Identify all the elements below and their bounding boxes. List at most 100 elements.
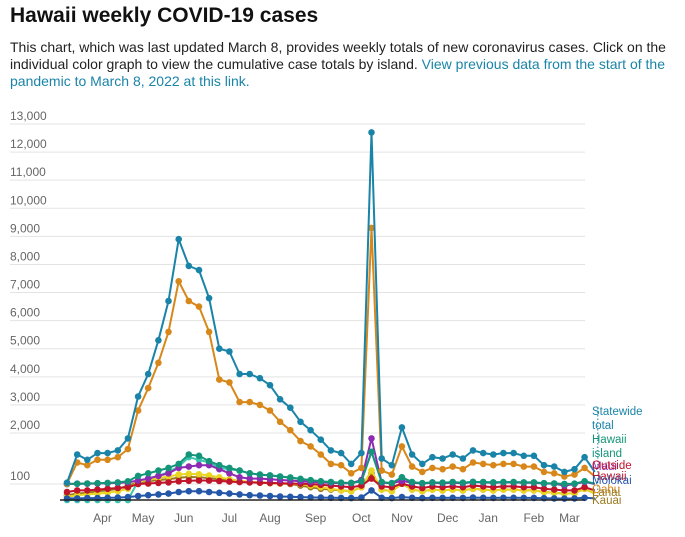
data-point[interactable] — [317, 451, 325, 458]
chart-series[interactable] — [63, 129, 596, 504]
data-point[interactable] — [307, 476, 314, 484]
data-point[interactable] — [144, 370, 152, 378]
data-point[interactable] — [134, 407, 142, 414]
data-point[interactable] — [155, 337, 162, 344]
data-point[interactable] — [419, 468, 426, 476]
data-point[interactable] — [155, 479, 162, 487]
data-point[interactable] — [550, 470, 558, 477]
legend-label[interactable]: Statewide — [592, 406, 643, 418]
legend-label[interactable]: Maui — [592, 461, 617, 473]
data-point[interactable] — [134, 492, 142, 500]
data-point[interactable] — [144, 470, 152, 477]
data-point[interactable] — [358, 464, 365, 472]
legend-label[interactable]: Lanai — [592, 487, 620, 499]
data-point[interactable] — [449, 463, 457, 470]
data-point[interactable] — [104, 479, 111, 487]
data-point[interactable] — [327, 460, 335, 468]
data-point[interactable] — [114, 479, 122, 486]
data-point[interactable] — [84, 456, 91, 464]
data-point[interactable] — [124, 483, 132, 491]
data-point[interactable] — [94, 479, 101, 487]
data-point[interactable] — [419, 479, 426, 487]
data-point[interactable] — [256, 374, 264, 382]
data-point[interactable] — [134, 472, 142, 480]
data-point[interactable] — [266, 472, 274, 479]
data-point[interactable] — [155, 359, 162, 367]
data-point[interactable] — [236, 478, 243, 486]
data-point[interactable] — [94, 456, 101, 464]
data-point[interactable] — [347, 470, 355, 477]
data-point[interactable] — [104, 449, 111, 457]
data-point[interactable] — [358, 478, 365, 485]
data-point[interactable] — [73, 480, 81, 488]
data-point[interactable] — [185, 451, 193, 458]
data-point[interactable] — [236, 370, 243, 378]
data-point[interactable] — [266, 407, 274, 414]
data-point[interactable] — [368, 435, 375, 442]
legend-label[interactable]: Kauai — [592, 495, 621, 507]
data-point[interactable] — [520, 479, 528, 486]
data-point[interactable] — [530, 452, 538, 460]
data-point[interactable] — [195, 303, 203, 310]
data-point[interactable] — [216, 461, 223, 469]
data-point[interactable] — [165, 470, 172, 477]
data-point[interactable] — [266, 381, 274, 389]
data-point[interactable] — [540, 461, 548, 469]
data-point[interactable] — [165, 479, 172, 486]
data-point[interactable] — [104, 456, 111, 464]
data-point[interactable] — [398, 424, 406, 431]
series-molokai[interactable] — [63, 487, 595, 502]
data-point[interactable] — [205, 328, 213, 336]
data-point[interactable] — [165, 328, 172, 336]
data-point[interactable] — [195, 461, 203, 469]
data-point[interactable] — [104, 485, 111, 493]
data-point[interactable] — [276, 418, 284, 426]
data-point[interactable] — [246, 491, 253, 499]
data-point[interactable] — [368, 448, 375, 456]
data-point[interactable] — [144, 491, 152, 499]
data-point[interactable] — [276, 396, 284, 403]
data-point[interactable] — [327, 447, 335, 454]
data-point[interactable] — [175, 478, 182, 485]
data-point[interactable] — [256, 471, 264, 478]
data-point[interactable] — [368, 487, 375, 494]
data-point[interactable] — [337, 479, 345, 487]
data-point[interactable] — [195, 452, 203, 460]
data-point[interactable] — [368, 129, 375, 136]
data-point[interactable] — [84, 487, 91, 494]
legend-label[interactable]: total — [592, 420, 614, 432]
data-point[interactable] — [205, 294, 213, 302]
data-point[interactable] — [449, 478, 457, 486]
data-point[interactable] — [216, 477, 223, 485]
data-point[interactable] — [134, 393, 142, 400]
data-point[interactable] — [114, 484, 122, 492]
data-point[interactable] — [84, 480, 91, 487]
data-point[interactable] — [459, 455, 467, 462]
data-point[interactable] — [236, 474, 243, 481]
data-point[interactable] — [581, 478, 588, 485]
data-point[interactable] — [256, 401, 264, 409]
data-point[interactable] — [388, 471, 396, 478]
data-point[interactable] — [479, 449, 487, 457]
data-point[interactable] — [226, 379, 233, 386]
data-point[interactable] — [317, 436, 325, 444]
data-point[interactable] — [550, 486, 558, 493]
data-point[interactable] — [84, 461, 91, 469]
data-point[interactable] — [165, 297, 172, 305]
data-point[interactable] — [510, 478, 517, 486]
series-hawaii-island[interactable] — [63, 448, 596, 488]
data-point[interactable] — [63, 479, 71, 487]
data-point[interactable] — [337, 461, 345, 469]
series-statewide-total[interactable] — [63, 129, 596, 487]
data-point[interactable] — [561, 487, 568, 494]
previous-data-link[interactable]: View previous data from the start of the… — [10, 56, 665, 89]
data-point[interactable] — [378, 455, 386, 462]
data-point[interactable] — [226, 348, 233, 355]
data-point[interactable] — [175, 460, 182, 468]
data-point[interactable] — [185, 297, 193, 305]
data-point[interactable] — [429, 453, 436, 461]
data-point[interactable] — [388, 461, 396, 469]
data-point[interactable] — [398, 474, 406, 481]
data-point[interactable] — [378, 467, 386, 474]
legend-label[interactable]: Molokai — [592, 475, 632, 487]
